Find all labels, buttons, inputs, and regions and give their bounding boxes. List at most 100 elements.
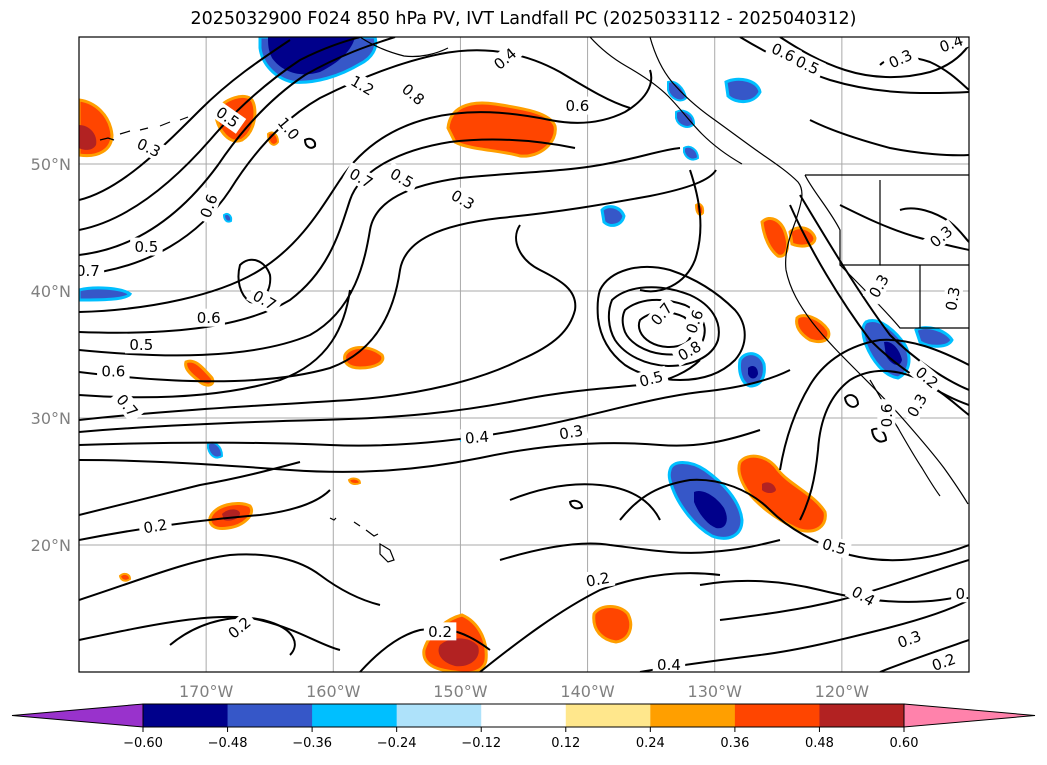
contour-label-halo (788, 49, 827, 80)
contour-label: 0.5 (816, 533, 853, 560)
contour-line (499, 539, 781, 561)
pv-positive-region (760, 217, 790, 258)
lat-tick-label: 50°N (31, 155, 71, 174)
colorbar-over-extension (903, 703, 1036, 728)
pv-negative-strong (884, 341, 902, 365)
contour-line (79, 37, 396, 256)
contour-label-text: 0.2 (142, 516, 169, 538)
colorbar-segment (481, 704, 567, 727)
pv-negative-strong (748, 366, 758, 379)
contour-label-halo (486, 41, 524, 76)
contour-label: 0.6 (97, 362, 130, 381)
contour-label-halo (890, 624, 928, 653)
contour-label: 0.8 (395, 76, 432, 112)
contour-line (879, 639, 969, 672)
contour-label-halo (908, 360, 946, 395)
aleutian-islands (99, 116, 189, 141)
colorbar-segment (819, 704, 905, 727)
contour-label-halo (633, 365, 670, 392)
colorbar-tick-label: −0.36 (292, 736, 332, 751)
contour-label-text: 0.6 (565, 97, 589, 115)
contour-line (79, 69, 653, 313)
contour-label-text: 0.4 (937, 31, 966, 56)
colorbar-tick-label: −0.48 (208, 736, 248, 751)
colorbar-tick-label: 0.48 (805, 736, 834, 751)
pv-negative-region (79, 286, 133, 302)
contour-label-halo (553, 420, 589, 444)
contour-label-halo (125, 335, 158, 354)
contour-label-halo (951, 584, 969, 603)
contour-label-halo (194, 187, 223, 225)
colorbar-tick-label: 0.36 (720, 736, 749, 751)
lon-tick-label: 120°W (815, 682, 870, 701)
contour-label-text: 0.5 (820, 535, 848, 559)
contour-line (619, 478, 969, 562)
contour-label-text: 0.2 (428, 623, 452, 641)
contour-label-text: 0. (955, 585, 969, 603)
contour-label-halo (130, 237, 163, 256)
contour-label-text: 0.5 (637, 367, 665, 391)
axis-tick-labels: 50°N 40°N 30°N 20°N 170°W 160°W 150°W 140°W 130°… (31, 155, 870, 701)
contour-line (79, 461, 301, 516)
contour-label-halo (922, 219, 960, 254)
pv-negative-region (667, 80, 688, 102)
contour-line (79, 37, 361, 231)
contour-line (699, 579, 969, 603)
contour-label-halo (246, 283, 284, 316)
contour-label: 0.2 (137, 514, 173, 538)
contour-line (779, 37, 969, 79)
contour-line (303, 137, 317, 149)
contour-line (639, 169, 702, 293)
contour-line (79, 615, 341, 651)
contour-line (79, 138, 576, 334)
colorbar-tick-label: 0.60 (890, 736, 919, 751)
contour-line (79, 147, 681, 357)
colorbar-segment (312, 704, 398, 727)
hawaii-islands (329, 517, 395, 563)
contour-label: 0.4 (486, 41, 524, 76)
pv-positive-region (184, 359, 215, 387)
colorbar-segment (396, 704, 482, 727)
contour-line (79, 39, 291, 201)
contour-label-halo (79, 261, 105, 280)
contour-label-text: 0.4 (464, 428, 489, 448)
contour-label: 0.3 (553, 420, 589, 444)
contour-label: 0.6 (192, 308, 225, 327)
colorbar-segment (565, 704, 651, 727)
colorbar-segment (143, 704, 229, 727)
contour-label-text: 0.2 (929, 650, 958, 675)
contour-label: 0.2 (925, 647, 962, 675)
contour-label-text: 0.6 (197, 309, 221, 327)
pv-positive-region (446, 101, 557, 158)
contour-label-halo (271, 110, 307, 147)
contour-label-halo (900, 386, 933, 424)
contour-line (359, 627, 491, 672)
contour-label-halo (395, 76, 432, 112)
contour-line (169, 616, 296, 656)
contour-label-halo (109, 387, 145, 424)
colorbar-tick-label: −0.12 (461, 736, 501, 751)
contour-label: 0.5 (125, 335, 158, 354)
pv-negative-region (683, 145, 700, 161)
pv-negative-region (724, 77, 762, 103)
contour-label-text: 0.3 (558, 422, 585, 444)
contour-label: 0.3 (444, 183, 482, 216)
map-frame (78, 36, 970, 673)
contour-label: 0. (951, 584, 969, 603)
contour-label: 0.2 (908, 360, 946, 395)
contour-label-halo (932, 37, 969, 58)
contour-label-halo (192, 308, 225, 327)
colorbar-tick-label: 0.12 (551, 736, 580, 751)
lon-tick-label: 140°W (560, 682, 615, 701)
contour-label-halo (130, 132, 168, 163)
contour-label-halo (680, 303, 709, 340)
colorbar-tick-label: 0.24 (636, 736, 665, 751)
contour-line (596, 266, 746, 382)
contour-label-text: 0.7 (76, 262, 100, 280)
lat-tick-label: 40°N (31, 282, 71, 301)
contour-line (509, 483, 661, 521)
contour-label: 0.3 (900, 386, 933, 424)
pv-positive-region (347, 477, 362, 485)
pv-positive-region (343, 346, 385, 370)
